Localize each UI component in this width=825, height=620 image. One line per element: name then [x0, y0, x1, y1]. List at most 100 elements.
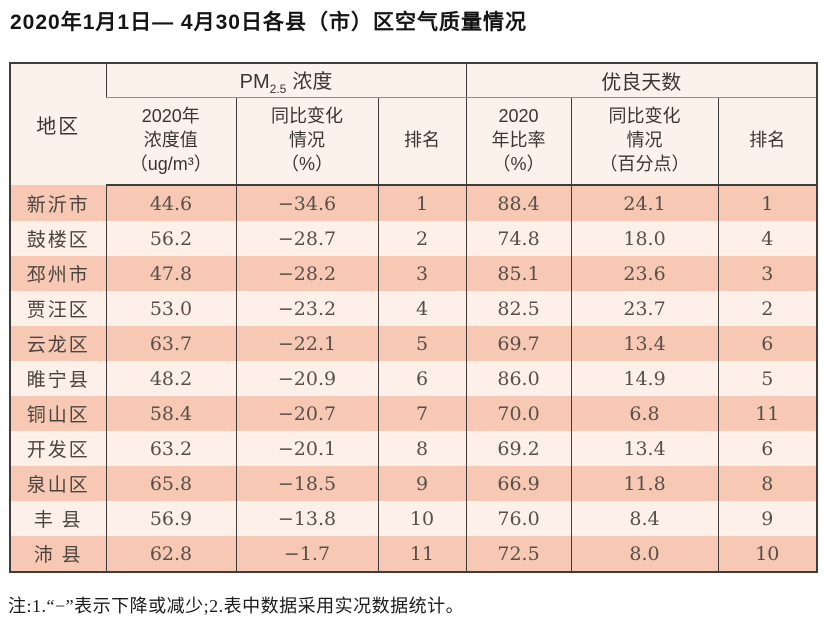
- table-row: 铜山区 58.4 −20.7 7 70.0 6.8 11: [10, 396, 818, 431]
- pm-value-cell: 63.7: [105, 326, 236, 361]
- table-row: 鼓楼区 56.2 −28.7 2 74.8 18.0 4: [10, 221, 818, 256]
- pm-rank-cell: 4: [377, 291, 467, 326]
- col-header-good-rank: 排名: [717, 97, 818, 186]
- table-header: 地区 PM2.5 浓度 优良天数 2020年 浓度值 （ug/m³） 同比变化 情…: [10, 63, 818, 186]
- pm-value-cell: 65.8: [105, 466, 236, 501]
- pm-value-cell: 56.2: [105, 221, 236, 256]
- pm-value-cell: 53.0: [105, 291, 236, 326]
- good-change-cell: 13.4: [570, 326, 719, 361]
- good-change-cell: 8.4: [570, 501, 719, 536]
- good-rank-cell: 3: [717, 256, 818, 291]
- pm-rank-cell: 1: [377, 185, 467, 221]
- good-change-cell: 8.0: [570, 536, 719, 572]
- good-rank-cell: 2: [717, 291, 818, 326]
- col-header-good-ratio: 2020 年比率 （%）: [465, 97, 572, 186]
- table-row: 新沂市 44.6 −34.6 1 88.4 24.1 1: [10, 185, 818, 221]
- table-row: 泉山区 65.8 −18.5 9 66.9 11.8 8: [10, 466, 818, 501]
- pm-change-cell: −28.2: [235, 256, 378, 291]
- pm-change-cell: −20.1: [235, 431, 378, 466]
- col-header-good-change: 同比变化 情况 （百分点）: [570, 97, 719, 186]
- good-rank-cell: 6: [717, 431, 818, 466]
- air-quality-table: 地区 PM2.5 浓度 优良天数 2020年 浓度值 （ug/m³） 同比变化 情…: [9, 62, 819, 573]
- region-cell: 睢宁县: [10, 361, 106, 396]
- pm-change-cell: −28.7: [235, 221, 378, 256]
- pm-rank-cell: 6: [377, 361, 467, 396]
- good-change-cell: 11.8: [570, 466, 719, 501]
- region-cell: 云龙区: [10, 326, 106, 361]
- table-row: 贾汪区 53.0 −23.2 4 82.5 23.7 2: [10, 291, 818, 326]
- table-body: 新沂市 44.6 −34.6 1 88.4 24.1 1 鼓楼区 56.2 −2…: [10, 185, 818, 572]
- pm25-label: PM: [239, 71, 270, 93]
- good-ratio-cell: 74.8: [465, 221, 572, 256]
- pm-value-cell: 48.2: [105, 361, 236, 396]
- header-group-row: 地区 PM2.5 浓度 优良天数: [10, 63, 818, 185]
- pm-value-cell: 63.2: [105, 431, 236, 466]
- pm-change-cell: −20.9: [235, 361, 378, 396]
- good-change-cell: 18.0: [570, 221, 719, 256]
- pm-rank-cell: 2: [377, 221, 467, 256]
- table-row: 开发区 63.2 −20.1 8 69.2 13.4 6: [10, 431, 818, 466]
- good-ratio-cell: 88.4: [465, 185, 572, 221]
- pm-rank-cell: 8: [377, 431, 467, 466]
- region-cell: 新沂市: [10, 185, 106, 221]
- region-cell: 泉山区: [10, 466, 106, 501]
- pm-rank-cell: 9: [377, 466, 467, 501]
- region-cell: 铜山区: [10, 396, 106, 431]
- pm-value-cell: 44.6: [105, 185, 236, 221]
- pm-value-cell: 47.8: [105, 256, 236, 291]
- good-ratio-cell: 86.0: [465, 361, 572, 396]
- page-title: 2020年1月1日— 4月30日各县（市）区空气质量情况: [10, 11, 527, 34]
- pm-change-cell: −1.7: [235, 536, 378, 572]
- good-rank-cell: 11: [717, 396, 818, 431]
- table-row: 云龙区 63.7 −22.1 5 69.7 13.4 6: [10, 326, 818, 361]
- region-cell: 沛 县: [10, 536, 106, 572]
- pm-rank-cell: 5: [377, 326, 467, 361]
- good-change-cell: 23.7: [570, 291, 719, 326]
- good-rank-cell: 4: [717, 221, 818, 256]
- good-rank-cell: 9: [717, 501, 818, 536]
- pm-rank-cell: 10: [377, 501, 467, 536]
- good-rank-cell: 10: [717, 536, 818, 572]
- good-ratio-cell: 82.5: [465, 291, 572, 326]
- group-header-good-days: 优良天数: [465, 63, 818, 98]
- good-rank-cell: 6: [717, 326, 818, 361]
- good-rank-cell: 5: [717, 361, 818, 396]
- pm-rank-cell: 11: [377, 536, 467, 572]
- good-ratio-cell: 72.5: [465, 536, 572, 572]
- col-header-pm-value: 2020年 浓度值 （ug/m³）: [106, 97, 236, 186]
- pm-change-cell: −34.6: [235, 185, 378, 221]
- good-ratio-cell: 85.1: [465, 256, 572, 291]
- pm25-concentration-label: 浓度: [292, 71, 333, 93]
- col-header-pm-change: 同比变化 情况 （%）: [235, 97, 378, 186]
- col-header-region: 地区: [10, 63, 106, 185]
- pm-change-cell: −20.7: [235, 396, 378, 431]
- good-change-cell: 24.1: [570, 185, 719, 221]
- good-ratio-cell: 66.9: [465, 466, 572, 501]
- group-header-pm25: PM2.5 浓度: [105, 63, 467, 98]
- good-ratio-cell: 76.0: [465, 501, 572, 536]
- good-change-cell: 6.8: [570, 396, 719, 431]
- pm-rank-cell: 7: [377, 396, 467, 431]
- good-change-cell: 13.4: [570, 431, 719, 466]
- table-row: 睢宁县 48.2 −20.9 6 86.0 14.9 5: [10, 361, 818, 396]
- table-footnote: 注:1.“−”表示下降或减少;2.表中数据采用实况数据统计。: [8, 596, 465, 616]
- good-ratio-cell: 69.2: [465, 431, 572, 466]
- pm-value-cell: 56.9: [105, 501, 236, 536]
- pm-change-cell: −13.8: [235, 501, 378, 536]
- region-cell: 开发区: [10, 431, 106, 466]
- pm-change-cell: −23.2: [235, 291, 378, 326]
- pm-value-cell: 58.4: [105, 396, 236, 431]
- pm-change-cell: −18.5: [235, 466, 378, 501]
- pm-change-cell: −22.1: [235, 326, 378, 361]
- region-cell: 贾汪区: [10, 291, 106, 326]
- col-header-pm-rank: 排名: [377, 97, 467, 186]
- pm-rank-cell: 3: [377, 256, 467, 291]
- good-ratio-cell: 70.0: [465, 396, 572, 431]
- good-rank-cell: 1: [717, 185, 818, 221]
- good-rank-cell: 8: [717, 466, 818, 501]
- good-change-cell: 14.9: [570, 361, 719, 396]
- region-cell: 邳州市: [10, 256, 106, 291]
- pm-value-cell: 62.8: [105, 536, 236, 572]
- good-ratio-cell: 69.7: [465, 326, 572, 361]
- table-row: 丰 县 56.9 −13.8 10 76.0 8.4 9: [10, 501, 818, 536]
